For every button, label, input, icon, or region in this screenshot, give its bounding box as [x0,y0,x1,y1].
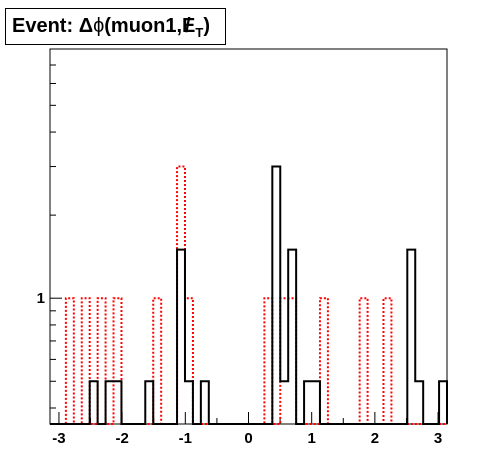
y-tick-labels: 1 [37,290,45,307]
y-tick-label: 1 [37,290,45,307]
x-tick-label: -1 [179,430,192,447]
series-layer [50,165,448,425]
x-tick-labels: -3 -2 -1 0 1 2 3 [52,430,442,447]
x-tick-label: 3 [434,430,442,447]
x-tick-label: 2 [371,430,379,447]
chart-title: Event: Δϕ(muon1,E / T) [5,8,226,45]
x-tick-label: -3 [52,430,65,447]
frame [49,48,448,425]
x-tick-label: 1 [308,430,316,447]
x-tick-label: -2 [115,430,128,447]
histogram-series-dashed [50,165,447,425]
x-tick-label: 0 [244,430,252,447]
axis-ticks [50,64,439,424]
histogram-series-solid [50,165,448,425]
